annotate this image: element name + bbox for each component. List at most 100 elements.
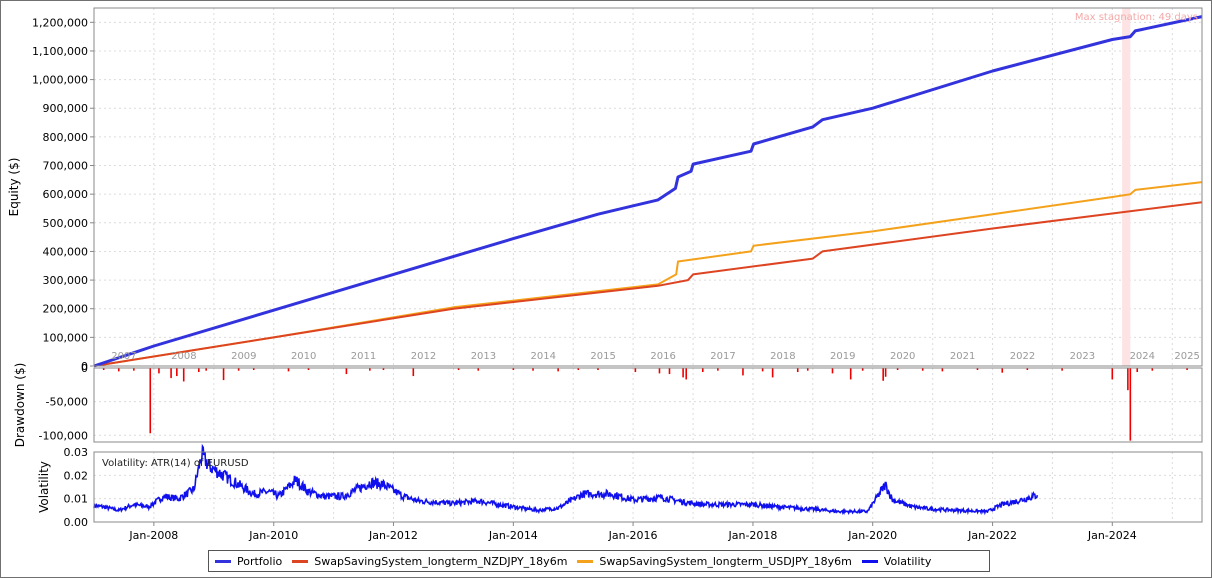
drawdown-bar: [158, 368, 160, 374]
equity-year-label: 2025: [1174, 351, 1199, 362]
x-tick-label: Jan-2018: [728, 529, 778, 542]
legend-item-volatility: Volatility: [861, 554, 932, 568]
drawdown-bar: [477, 368, 480, 371]
equity-ytick-label: 1,100,000: [32, 45, 88, 58]
drawdown-bar: [976, 368, 979, 371]
stagnation-annotation: Max stagnation: 49 days: [1075, 12, 1198, 23]
drawdown-bar: [668, 368, 671, 375]
drawdown-ytick-label: 0: [81, 362, 88, 375]
equity-ytick-label: 200,000: [43, 303, 89, 316]
legend-label-volatility: Volatility: [883, 554, 932, 568]
drawdown-bar: [1127, 368, 1129, 391]
equity-ytick-label: 700,000: [43, 160, 89, 173]
drawdown-bar: [861, 368, 864, 371]
drawdown-bar: [796, 368, 799, 373]
drawdown-bar: [222, 368, 225, 381]
equity-year-label: 2023: [1070, 351, 1095, 362]
volatility-ytick-label: 0.03: [64, 446, 89, 459]
legend-swatch-portfolio: [215, 559, 231, 563]
equity-year-label: 2008: [171, 351, 196, 362]
drawdown-bar: [117, 368, 120, 372]
equity-ytick-label: 600,000: [43, 188, 89, 201]
drawdown-bar: [1026, 368, 1029, 371]
drawdown-bar: [170, 368, 172, 379]
drawdown-bar: [701, 368, 704, 373]
drawdown-y-title: Drawdown ($): [13, 363, 27, 448]
drawdown-bar: [512, 368, 515, 371]
drawdown-bar: [1001, 368, 1004, 373]
equity-year-label: 2015: [590, 351, 615, 362]
volatility-annotation: Volatility: ATR(14) of EURUSD: [102, 458, 249, 469]
x-tick-label: Jan-2010: [248, 529, 298, 542]
legend-label-nzdjpy: SwapSavingSystem_longterm_NZDJPY_18y6m: [314, 554, 568, 568]
equity-ytick-label: 100,000: [43, 331, 89, 344]
equity-year-label: 2021: [950, 351, 975, 362]
volatility-series-line: [93, 443, 1039, 516]
drawdown-bar: [182, 368, 185, 382]
volatility-ytick-label: 0.01: [64, 493, 89, 506]
legend-swatch-nzdjpy: [292, 559, 309, 563]
drawdown-bar: [1186, 368, 1188, 371]
equity-ytick-label: 1,200,000: [32, 16, 88, 29]
equity-year-label: 2024: [1130, 351, 1155, 362]
drawdown-bar: [882, 368, 884, 381]
drawdown-bar: [597, 368, 599, 371]
equity-ytick-label: 300,000: [43, 274, 89, 287]
drawdown-bar: [457, 368, 460, 371]
legend-swatch-usdjpy: [577, 559, 594, 563]
drawdown-bar: [1061, 368, 1063, 371]
chart-legend: Portfolio SwapSavingSystem_longterm_NZDJ…: [208, 550, 990, 572]
stagnation-band: [1122, 8, 1131, 366]
drawdown-bar: [806, 368, 809, 371]
equity-y-title: Equity ($): [7, 158, 21, 217]
x-tick-label: Jan-2022: [967, 529, 1017, 542]
drawdown-bar: [682, 368, 684, 378]
volatility-panel-frame: [93, 451, 1203, 523]
equity-year-label: 2007: [111, 351, 136, 362]
drawdown-bar: [1111, 368, 1114, 380]
volatility-ytick-label: 0.00: [64, 516, 89, 529]
equity-ytick-label: 500,000: [43, 217, 89, 230]
drawdown-bar: [921, 368, 924, 371]
equity-year-label: 2020: [890, 351, 915, 362]
legend-label-usdjpy: SwapSavingSystem_longterm_USDJPY_18y6m: [599, 554, 852, 568]
x-tick-label: Jan-2016: [608, 529, 658, 542]
drawdown-bar: [133, 368, 135, 371]
equity-year-label: 2013: [471, 351, 496, 362]
drawdown-bar: [658, 368, 661, 374]
equity-ytick-label: 800,000: [43, 131, 89, 144]
x-tick-label: Jan-2024: [1087, 529, 1137, 542]
equity-series-line-2: [93, 181, 1203, 367]
equity-series-line-0: [93, 15, 1203, 368]
drawdown-bar: [634, 368, 637, 373]
legend-item-usdjpy: SwapSavingSystem_longterm_USDJPY_18y6m: [577, 554, 852, 568]
drawdown-bar: [205, 368, 207, 371]
drawdown-bar: [849, 368, 852, 380]
drawdown-bar: [382, 368, 385, 371]
equity-ytick-label: 900,000: [43, 102, 89, 115]
equity-ytick-label: 1,000,000: [32, 74, 88, 87]
legend-swatch-volatility: [861, 559, 878, 563]
x-tick-label: Jan-2008: [128, 529, 178, 542]
drawdown-ytick-label: -50,000: [46, 396, 88, 409]
equity-year-label: 2011: [351, 351, 376, 362]
drawdown-bar: [197, 368, 200, 373]
drawdown-bar: [345, 368, 348, 375]
drawdown-bar: [307, 368, 310, 371]
drawdown-bar: [369, 368, 371, 371]
equity-year-label: 2012: [411, 351, 436, 362]
drawdown-bar: [577, 368, 580, 371]
equity-series-line-1: [93, 201, 1203, 367]
equity-year-label: 2014: [531, 351, 556, 362]
drawdown-bar: [1129, 368, 1132, 441]
equity-year-label: 2022: [1010, 351, 1035, 362]
x-tick-label: Jan-2020: [847, 529, 897, 542]
equity-year-label: 2017: [710, 351, 735, 362]
legend-item-nzdjpy: SwapSavingSystem_longterm_NZDJPY_18y6m: [292, 555, 567, 568]
equity-ytick-label: 400,000: [43, 245, 89, 258]
drawdown-bar: [717, 368, 719, 371]
drawdown-bar: [884, 368, 887, 377]
drawdown-bar: [412, 368, 415, 377]
